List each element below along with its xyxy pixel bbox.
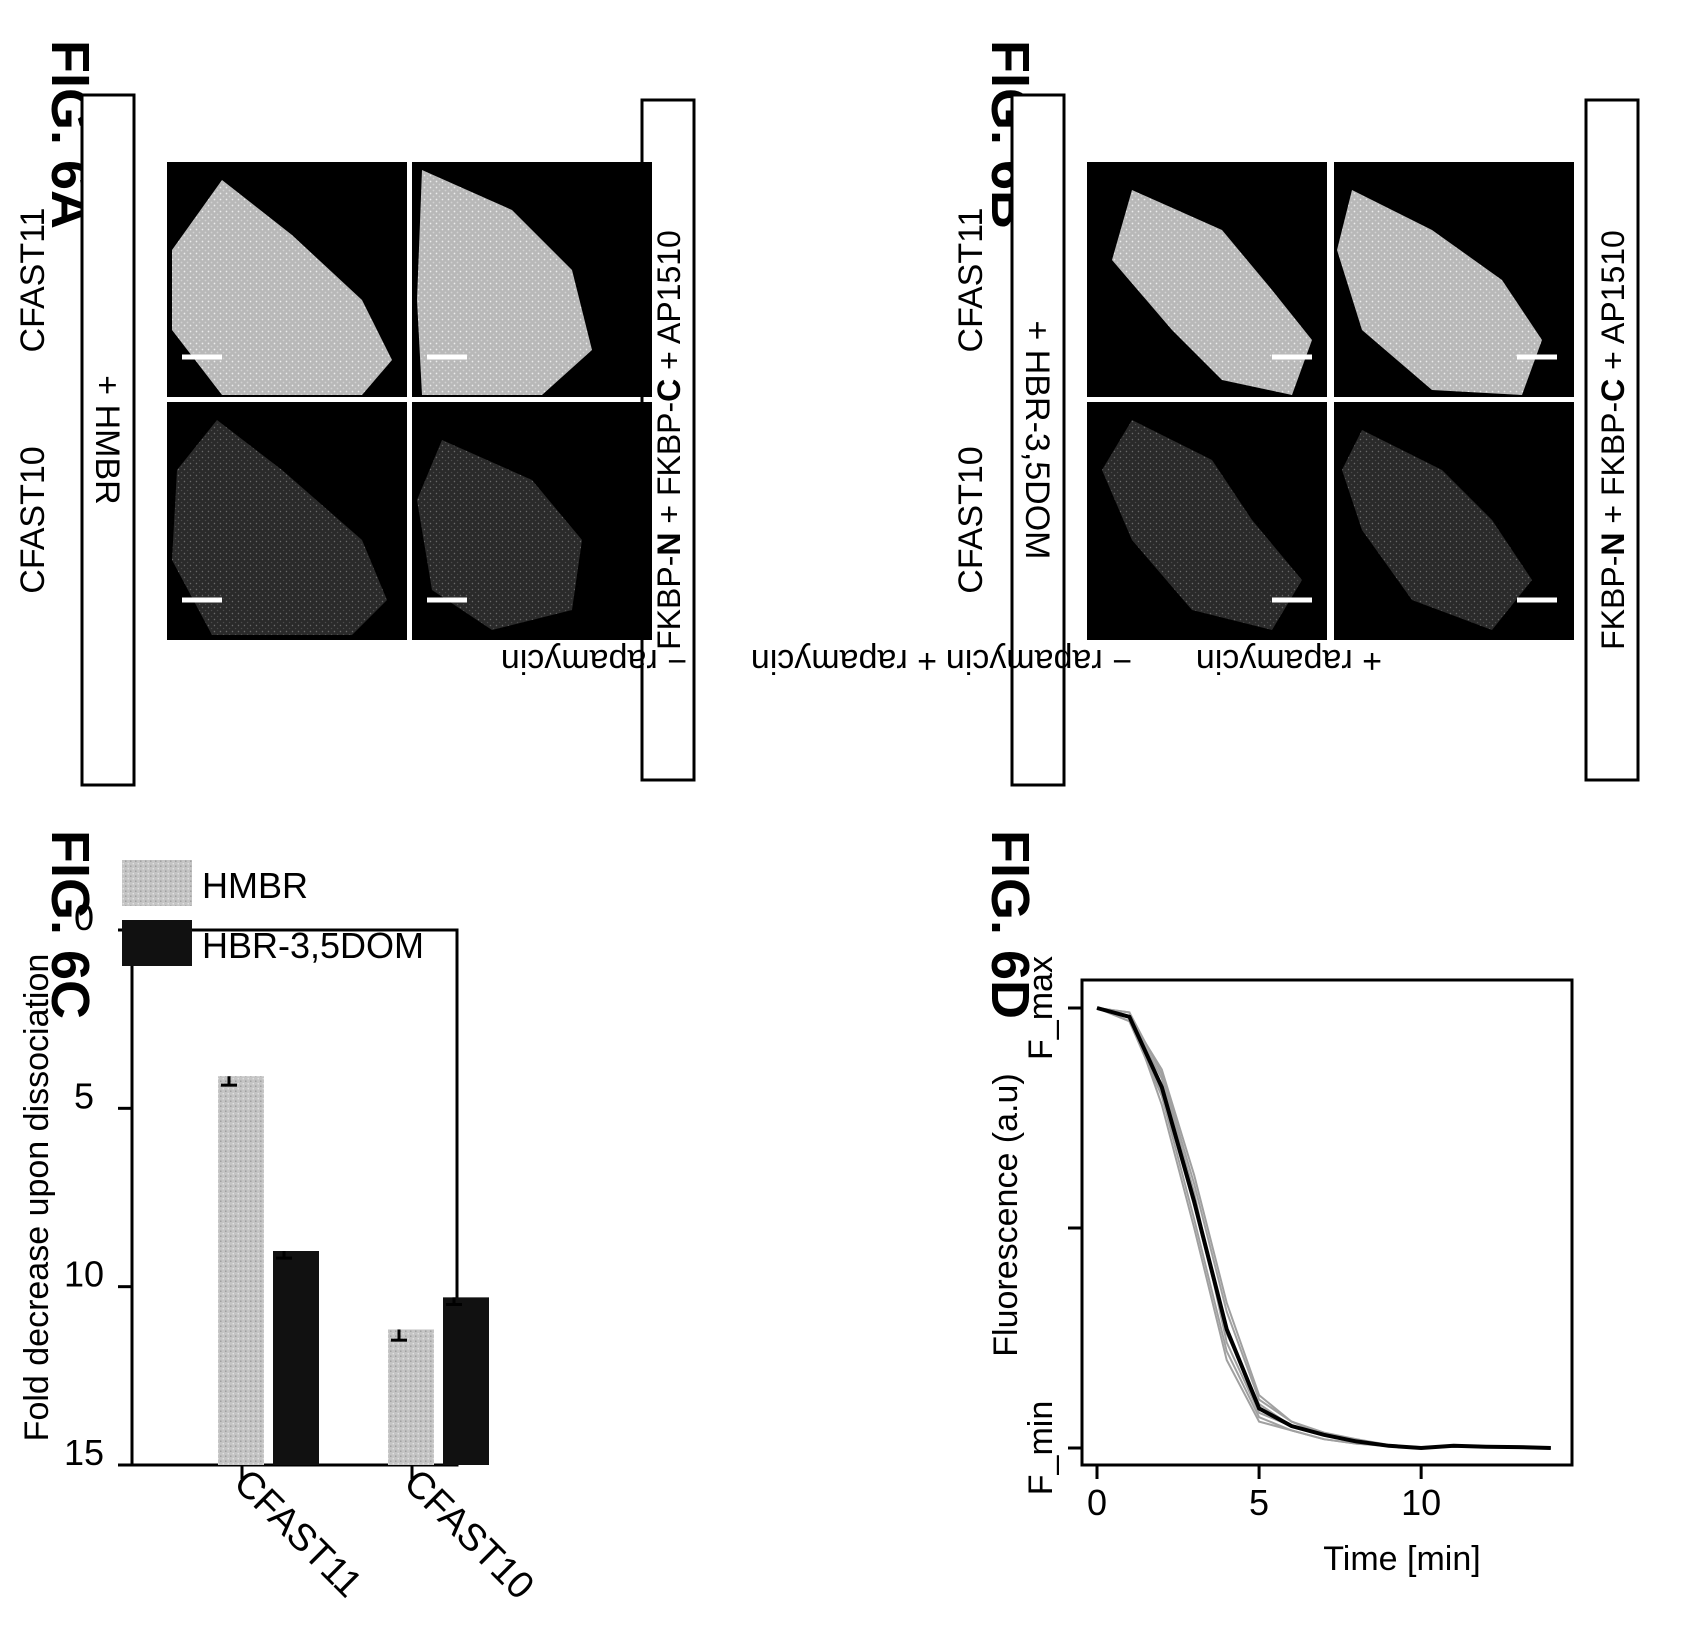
figure-6d-replicate-line bbox=[1096, 1007, 1551, 1450]
figure-6a-construct-text: FKBP-N + FKBP-C + AP1510 bbox=[651, 230, 687, 650]
figure-6d-replicate-line bbox=[1096, 1007, 1551, 1449]
figure-6c-value-tick-label: 10 bbox=[64, 1254, 104, 1295]
figure-6c-legend-swatch bbox=[122, 860, 192, 906]
figure-6b-col-label-minus-rapamycin: − rapamycin bbox=[946, 642, 1132, 680]
figure-6c-legend-label: HBR-3,5DOM bbox=[202, 925, 424, 966]
figure-6b: FIG. 6B + HBR-3,5DOM FKBP-N + FKBP-C + A… bbox=[946, 40, 1640, 787]
figure-6a-construct-label: FKBP-N + FKBP-C + AP1510 bbox=[640, 98, 696, 782]
figure-6c-label: FIG. 6C bbox=[40, 830, 100, 1019]
figure-6c-bar bbox=[443, 1297, 489, 1466]
figure-6b-construct-box bbox=[1584, 98, 1640, 782]
figure-6d-chart: 0 5 10 Time [min] F_max F_min Fluorescence (a.… bbox=[987, 956, 1574, 1578]
figure-6d-replicate-line bbox=[1096, 1007, 1551, 1449]
figure-6b-construct-text: FKBP-N + FKBP-C + AP1510 bbox=[1595, 230, 1631, 650]
figure-6d-ylabel: Fluorescence (a.u) bbox=[987, 1073, 1025, 1356]
figure-6c-category-label: CFAST10 bbox=[396, 1462, 542, 1608]
figure-6b-row-label-cfast10: CFAST10 bbox=[952, 446, 990, 593]
figure-6a-col-label-plus-rapamycin: + rapamycin bbox=[751, 642, 937, 680]
figure-6c-value-tick-label: 15 bbox=[64, 1432, 104, 1473]
figure-6c-bar bbox=[273, 1251, 319, 1465]
figure-6b-construct-label: FKBP-N + FKBP-C + AP1510 bbox=[1584, 98, 1640, 782]
figure-6c-legend-swatch bbox=[122, 920, 192, 966]
figure-6b-cell-r1c1 bbox=[1112, 190, 1312, 395]
figure-6c-value-tick-label: 0 bbox=[74, 897, 94, 938]
figure-6d-replicate-line bbox=[1096, 1007, 1551, 1449]
figure-6a-cell-r2c2 bbox=[417, 440, 582, 630]
figure-6b-cell-r2c1 bbox=[1337, 190, 1542, 395]
figure-6d-fluor-tick-label: F_max bbox=[1022, 956, 1060, 1060]
figure-6b-col-label-plus-rapamycin: + rapamycin bbox=[1196, 642, 1382, 680]
figure-6a-cell-r1c1 bbox=[172, 180, 392, 395]
figure-6b-cell-r1c2 bbox=[1102, 420, 1302, 630]
figure-6d-label: FIG. 6D bbox=[980, 830, 1040, 1019]
figure-6d-xlabel: Time [min] bbox=[1323, 1540, 1480, 1578]
figure-6a-row-label-cfast11: CFAST11 bbox=[14, 208, 52, 353]
figure-6d-replicate-line bbox=[1096, 1007, 1551, 1450]
figure-6d-plot-frame bbox=[1080, 978, 1574, 1467]
figure-6d-time-tick-label: 5 bbox=[1249, 1482, 1269, 1523]
figure-6a-cell-r1c2 bbox=[172, 420, 387, 635]
figure-6c-bar bbox=[218, 1076, 264, 1465]
figure-6d: FIG. 6D 0 5 10 Time [min] F_max F_min Fluoresc… bbox=[980, 830, 1574, 1578]
figure-6a-row-label-cfast10: CFAST10 bbox=[14, 446, 52, 593]
figure-6b-row-label-cfast11: CFAST11 bbox=[952, 208, 990, 353]
figure-6a-condition-box bbox=[80, 93, 136, 787]
figure-6d-fluor-tick-label: F_min bbox=[1022, 1401, 1060, 1495]
figure-6d-replicate-line bbox=[1096, 1007, 1551, 1450]
figure-6a-condition-label: + HMBR bbox=[88, 375, 126, 504]
rotated-figure-group: FIG. 6A + HMBR FKBP-N + FKBP-C + AP1510 … bbox=[14, 40, 1640, 1608]
figure-6a: FIG. 6A + HMBR FKBP-N + FKBP-C + AP1510 … bbox=[14, 40, 937, 787]
figure-6a-cell-r2c1 bbox=[417, 170, 592, 395]
figure-6d-time-tick-label: 0 bbox=[1087, 1482, 1107, 1523]
figure-6c-value-tick-label: 5 bbox=[74, 1075, 94, 1116]
figure-6b-condition-box bbox=[1010, 93, 1066, 787]
figure-6c-bar bbox=[388, 1329, 434, 1466]
figure-6c-legend-label: HMBR bbox=[202, 865, 308, 906]
figure-6b-cell-r2c2 bbox=[1342, 430, 1532, 630]
figure-6d-mean-line bbox=[1096, 1006, 1551, 1451]
figure-6a-col-label-minus-rapamycin: − rapamycin bbox=[501, 642, 687, 680]
figure-6d-time-tick-label: 10 bbox=[1401, 1482, 1441, 1523]
figure-6c-category-label: CFAST11 bbox=[226, 1462, 370, 1606]
figure-6b-condition-label: + HBR-3,5DOM bbox=[1018, 321, 1056, 560]
figure-6c-ylabel: Fold decrease upon dissociation bbox=[18, 954, 56, 1442]
